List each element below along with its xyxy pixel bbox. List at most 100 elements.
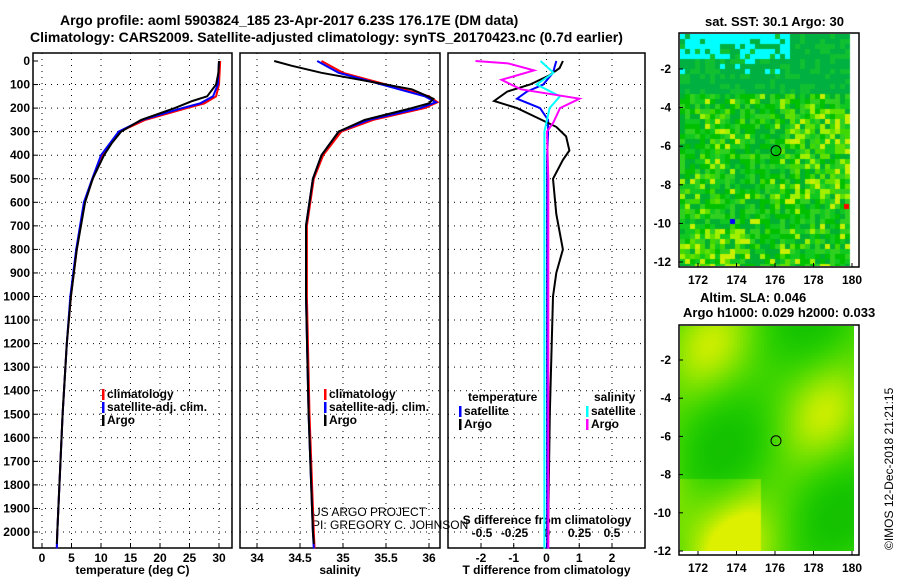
x-tick-label: 15 <box>124 551 138 565</box>
map2-title-1: Altim. SLA: 0.046 <box>700 290 807 305</box>
map-x-tick-label: 172 <box>688 561 708 575</box>
s-tick-label: -0.5 <box>472 526 493 540</box>
s-tick-label: 0.5 <box>604 526 621 540</box>
y-tick-label: 1200 <box>3 337 30 351</box>
map-y-tick-label: -12 <box>654 544 672 558</box>
legend-label: satellite-adj. clim. <box>329 400 429 414</box>
y-tick-label: 2000 <box>3 525 30 539</box>
series-line-climatology <box>55 60 222 549</box>
x-tick-label: 35 <box>336 551 350 565</box>
legend-swatch <box>459 419 462 430</box>
series-line-argo <box>273 60 435 544</box>
legend-label: climatology <box>107 387 174 401</box>
y-tick-label: 900 <box>10 266 30 280</box>
legend-swatch <box>324 389 327 400</box>
map-x-tick-label: 176 <box>765 273 785 287</box>
legend-swatch <box>102 389 105 400</box>
x-tick-label: -2 <box>476 551 487 565</box>
x-tick-label: 35.5 <box>374 551 398 565</box>
map-y-tick-label: -4 <box>660 391 671 405</box>
plot-frame <box>32 52 233 549</box>
map1-title: sat. SST: 30.1 Argo: 30 <box>705 14 844 29</box>
x-tick-label: 10 <box>94 551 108 565</box>
x-tick-label: 0 <box>543 551 550 565</box>
map-x-tick-label: 178 <box>803 273 823 287</box>
title-line-1: Argo profile: aoml 5903824_185 23-Apr-20… <box>60 12 519 28</box>
x-tick-label: 20 <box>153 551 167 565</box>
legend-label: satellite <box>464 404 509 418</box>
series-line-climatology <box>305 60 440 549</box>
map-x-tick-label: 174 <box>726 561 746 575</box>
y-tick-label: 1100 <box>4 313 30 327</box>
map-y-tick-label: -10 <box>654 506 672 520</box>
map-y-tick-label: -6 <box>660 139 671 153</box>
y-tick-label: 600 <box>10 195 30 209</box>
series-line-satellite-adj-clim- <box>55 60 220 549</box>
plot-frame <box>239 52 441 549</box>
legend-label: satellite-adj. clim. <box>107 400 207 414</box>
x-tick-label: 30 <box>212 551 226 565</box>
y-tick-label: 1000 <box>3 290 30 304</box>
map-frame <box>678 324 860 556</box>
series-line-t-argo <box>491 60 571 544</box>
map-y-tick-label: -2 <box>660 353 671 367</box>
x-tick-label: 34.5 <box>288 551 312 565</box>
map-x-tick-label: 172 <box>688 273 708 287</box>
legend-swatch <box>324 402 327 413</box>
x-tick-label: 25 <box>183 551 197 565</box>
y-tick-label: 1900 <box>3 501 30 515</box>
map-x-tick-label: 176 <box>765 561 785 575</box>
series-line-s-satellite <box>534 60 562 549</box>
map-y-tick-label: -12 <box>654 255 672 269</box>
legend-swatch <box>102 402 105 413</box>
map-y-tick-label: -10 <box>654 216 672 230</box>
y-tick-label: 1300 <box>3 360 30 374</box>
y-tick-label: 1600 <box>3 431 30 445</box>
map-y-tick-label: -2 <box>660 62 671 76</box>
y-tick-label: 1400 <box>3 384 30 398</box>
y-tick-label: 1500 <box>3 407 30 421</box>
legend-swatch <box>102 415 105 426</box>
credit-project: US ARGO PROJECT <box>312 505 427 519</box>
s-tick-label: 0.25 <box>568 526 592 540</box>
x-axis-label: T difference from climatology <box>462 563 630 577</box>
argo-position-marker <box>770 435 782 447</box>
map-y-tick-label: -6 <box>660 429 671 443</box>
x-tick-label: 5 <box>68 551 75 565</box>
y-tick-label: 1700 <box>3 454 30 468</box>
legend-title-temperature: temperature <box>468 390 538 404</box>
series-line-argo <box>55 60 220 544</box>
y-tick-label: 1800 <box>3 478 30 492</box>
sla-map <box>680 326 854 551</box>
series-line-s-argo <box>475 60 583 549</box>
x-tick-label: 0 <box>39 551 46 565</box>
map-x-tick-label: 178 <box>803 561 823 575</box>
map-y-tick-label: -8 <box>660 178 671 192</box>
y-tick-label: 400 <box>10 148 30 162</box>
legend-swatch <box>586 406 589 417</box>
legend-label: Argo <box>329 413 357 427</box>
legend-label: climatology <box>329 387 396 401</box>
legend-swatch <box>586 419 589 430</box>
title-line-2: Climatology: CARS2009. Satellite-adjuste… <box>30 29 623 45</box>
sst-map <box>680 34 854 266</box>
map-y-tick-label: -4 <box>660 101 671 115</box>
map-x-tick-label: 180 <box>842 561 862 575</box>
legend-label: Argo <box>107 413 135 427</box>
argo-position-marker <box>770 145 782 157</box>
x-tick-label: -1 <box>508 551 519 565</box>
x-tick-label: 2 <box>609 551 616 565</box>
x-axis-label: temperature (deg C) <box>75 563 189 577</box>
map-x-tick-label: 180 <box>842 273 862 287</box>
y-tick-label: 500 <box>10 172 30 186</box>
y-tick-label: 0 <box>23 54 30 68</box>
x-axis-label: salinity <box>319 563 361 577</box>
y-tick-label: 700 <box>10 219 30 233</box>
legend-label: Argo <box>591 417 619 431</box>
map-frame <box>678 32 860 268</box>
legend-label: Argo <box>464 417 492 431</box>
map-x-tick-label: 174 <box>726 273 746 287</box>
x-tick-label: 36 <box>422 551 436 565</box>
legend-swatch <box>324 415 327 426</box>
